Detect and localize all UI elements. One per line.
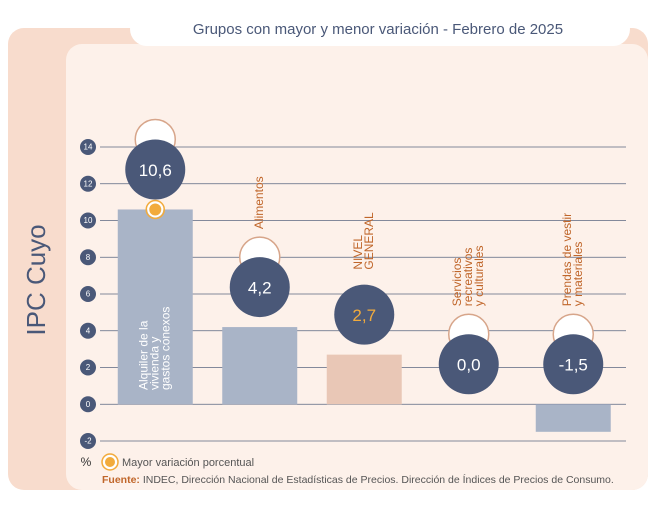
value-label: 2,7 [352, 306, 376, 325]
category-line: NIVEL [351, 235, 365, 270]
value-label: 4,2 [248, 279, 272, 298]
y-tick-badge [80, 249, 96, 266]
category-label: Alimentos [252, 176, 266, 229]
y-unit: % [81, 455, 92, 469]
y-tick-label: 8 [86, 253, 91, 262]
value-bubble [229, 257, 290, 318]
category-label: Serviciosrecreativosy culturales [450, 246, 486, 307]
side-label: IPC Cuyo [21, 224, 51, 335]
y-tick-label: 10 [84, 216, 93, 225]
category-label: Alquiler de lavivienda ygastos conexos [136, 307, 172, 390]
bar [117, 209, 193, 405]
y-tick-badge [80, 322, 96, 339]
category-line: Prendas de vestir [560, 213, 574, 306]
chart-title: Grupos con mayor y menor variación - Feb… [193, 21, 563, 38]
category-line: Alquiler de la [136, 320, 150, 390]
legend-marker-ring [101, 453, 119, 471]
legend-text: Mayor variación porcentual [122, 457, 254, 469]
category-label: NIVELGENERAL [351, 212, 376, 270]
y-tick-label: 0 [86, 400, 91, 409]
source-text: INDEC, Dirección Nacional de Estadística… [143, 473, 614, 486]
legend-marker [103, 455, 117, 469]
y-tick-badge [80, 139, 96, 155]
value-label: -1,5 [559, 356, 588, 375]
source-label: Fuente: [102, 474, 140, 486]
value-label: 0,0 [457, 356, 481, 375]
category-line: recreativos [461, 248, 475, 307]
y-tick-badge [80, 212, 96, 229]
plot-panel [66, 44, 648, 490]
category-line: Alimentos [252, 176, 266, 229]
y-tick-label: 12 [84, 179, 93, 188]
bar [535, 404, 611, 432]
y-tick-label: 6 [86, 290, 91, 299]
y-tick-label: 2 [86, 363, 91, 372]
category-line: gastos conexos [158, 307, 172, 390]
y-tick-label: 4 [86, 326, 91, 335]
y-tick-label: -2 [84, 437, 92, 446]
category-line: vivienda y [147, 337, 161, 390]
title-pill [130, 12, 630, 46]
value-bubble [334, 284, 395, 345]
value-bubble [543, 334, 604, 395]
y-tick-badge [80, 286, 96, 302]
category-line: y materiales [571, 242, 585, 307]
highlight-ring [145, 199, 165, 220]
bar [326, 354, 402, 405]
category-line: Servicios [450, 258, 464, 307]
value-bubble [438, 334, 499, 395]
y-tick-badge [80, 396, 96, 413]
y-tick-label: 14 [84, 143, 93, 152]
value-bubble [125, 139, 186, 200]
y-tick-badge [80, 359, 96, 376]
highlight-marker [147, 201, 164, 218]
value-label: 10,6 [139, 161, 172, 180]
category-line: y culturales [472, 246, 486, 307]
source: Fuente: INDEC, Dirección Nacional de Est… [102, 473, 614, 486]
category-line: GENERAL [362, 212, 376, 270]
y-tick-badge [80, 175, 96, 192]
y-tick-badge [80, 433, 96, 449]
bar [222, 327, 298, 405]
category-label: Prendas de vestiry materiales [560, 213, 585, 306]
